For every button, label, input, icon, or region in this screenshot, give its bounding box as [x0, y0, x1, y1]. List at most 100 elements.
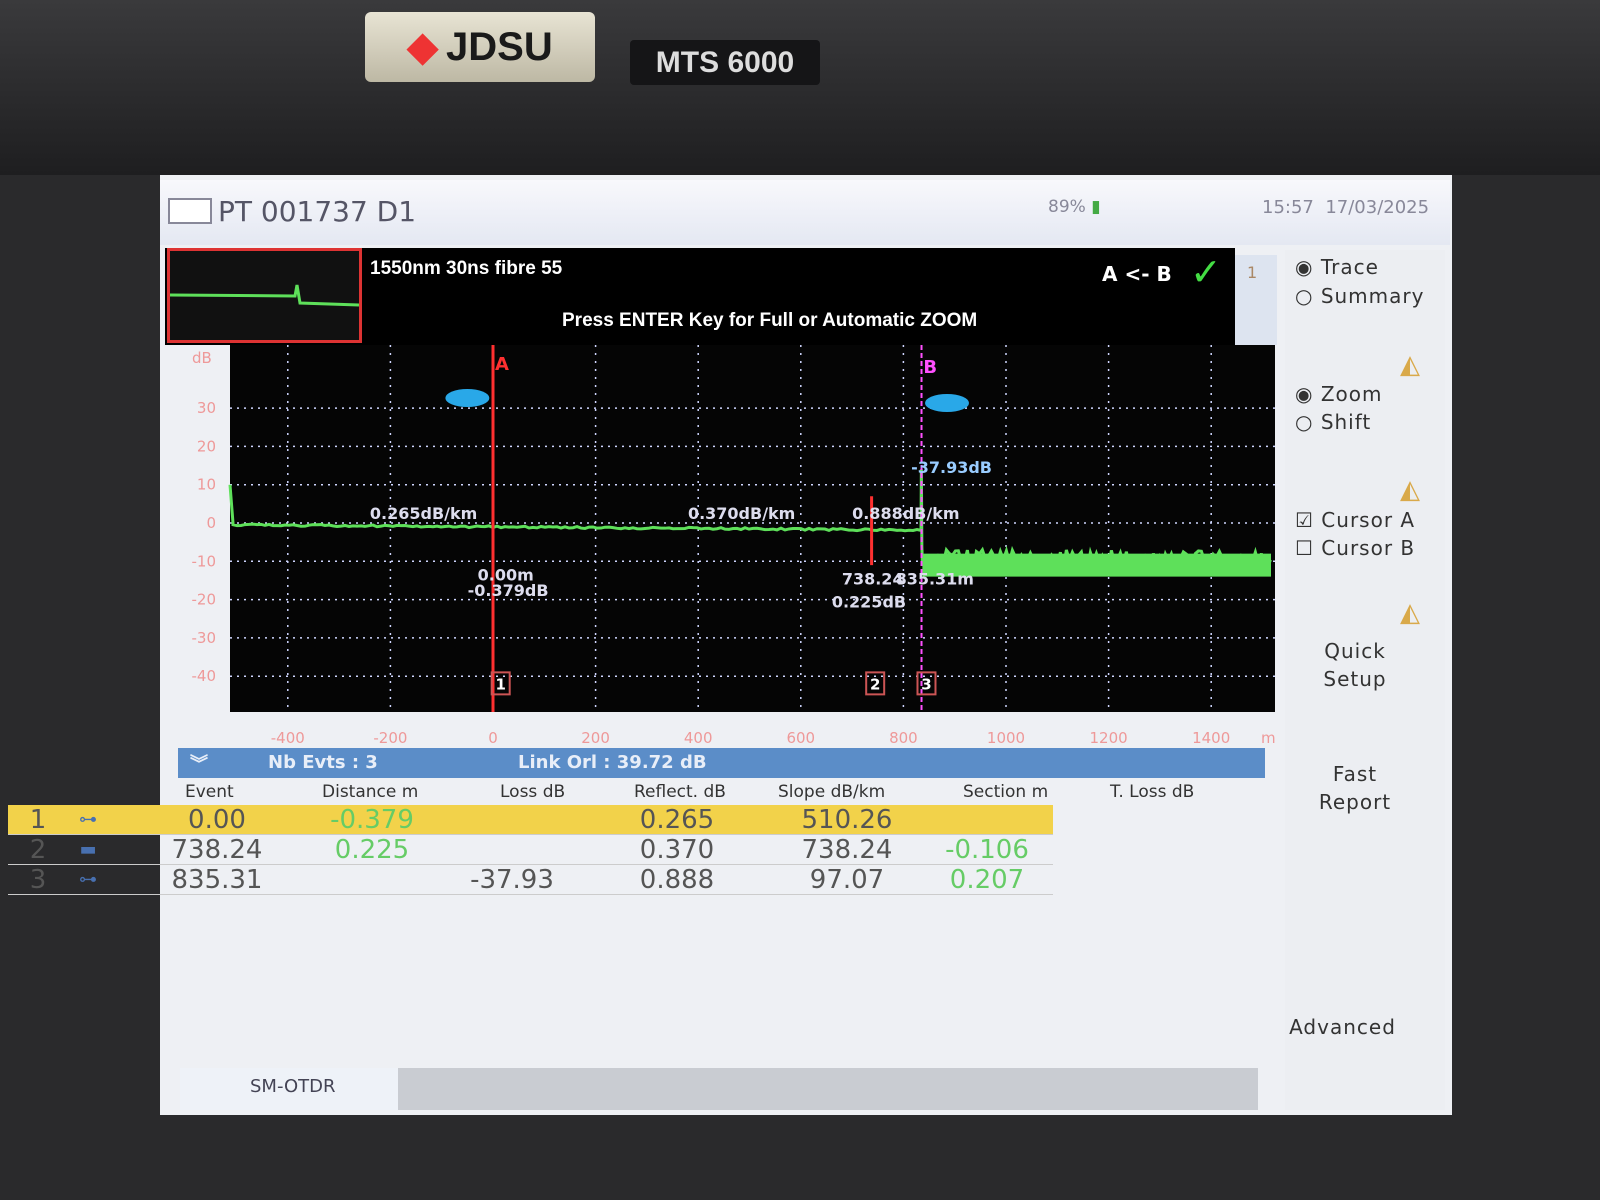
cell-distance: 835.31 — [132, 865, 302, 895]
slope-label: 0.265dB/km — [370, 504, 477, 523]
battery-status: 89% ▮ — [1048, 197, 1101, 217]
cell-section: 97.07 — [762, 865, 932, 895]
checkbox-cursor-a[interactable]: ☑ Cursor A — [1295, 508, 1415, 532]
brand-logo: ◆ JDSU — [365, 12, 595, 82]
model-label: MTS 6000 — [630, 40, 820, 85]
x-tick-label: 1000 — [987, 729, 1025, 745]
x-tick-label: 200 — [581, 729, 610, 745]
cell-reflect: -37.93 — [442, 865, 582, 895]
y-tick-label: -10 — [192, 552, 217, 570]
table-row[interactable]: 3 ⊶ 835.31 -37.93 0.888 97.07 0.207 — [8, 865, 1053, 895]
radio-summary[interactable]: ○ Summary — [1295, 284, 1424, 308]
battery-icon: ▮ — [1091, 197, 1100, 217]
tab-bar — [398, 1068, 1258, 1110]
event-value-label: -37.93dB — [911, 458, 992, 477]
fast-report-button[interactable]: Fast Report — [1290, 760, 1420, 816]
link-orl: Link Orl : 39.72 dB — [518, 752, 707, 773]
trace-page-indicator[interactable]: 1 — [1235, 255, 1277, 350]
collapse-icon[interactable]: ︾ — [190, 750, 208, 776]
quick-setup-label-1: Quick — [1290, 637, 1420, 665]
radio-trace-label: Trace — [1321, 255, 1379, 279]
navigation-pad-icon[interactable]: ◭ — [1400, 475, 1420, 505]
y-tick-label: -30 — [192, 629, 217, 647]
slope-label: 0.370dB/km — [688, 504, 795, 523]
event-marker-number: 1 — [495, 675, 505, 693]
fast-report-label-1: Fast — [1290, 760, 1420, 788]
navigation-pad-icon[interactable]: ◭ — [1400, 598, 1420, 628]
y-tick-label: -20 — [192, 591, 217, 609]
tab-label: SM-OTDR — [250, 1076, 335, 1097]
table-row[interactable]: 1 ⊶ 0.00 -0.379 0.265 510.26 — [8, 805, 1053, 835]
slope-label: 0.888dB/km — [852, 504, 959, 523]
event-number: 2 — [18, 835, 58, 865]
otdr-icon — [168, 198, 212, 224]
splice-icon: ▬ — [63, 839, 113, 860]
battery-percent: 89% — [1048, 197, 1086, 217]
x-tick-label: 0 — [488, 729, 498, 745]
quick-setup-button[interactable]: Quick Setup — [1290, 637, 1420, 693]
window-title: PT 001737 D1 — [218, 195, 416, 228]
cell-section: 510.26 — [762, 805, 932, 835]
y-tick-label: -40 — [192, 667, 217, 685]
device-bezel — [0, 0, 1600, 175]
navigation-pad-icon[interactable]: ◭ — [1400, 350, 1420, 380]
cell-tloss: 0.207 — [922, 865, 1052, 895]
check-icon: ✓ — [1190, 250, 1222, 294]
connector-icon — [445, 389, 489, 407]
connector-end-icon: ⊶ — [63, 869, 113, 890]
cursor-b-label: B — [923, 357, 937, 378]
brand-text: JDSU — [446, 25, 553, 70]
cursor-a-label: Cursor A — [1321, 508, 1415, 532]
column-header: Loss dB — [500, 782, 565, 802]
cursor-b-label: Cursor B — [1321, 536, 1415, 560]
radio-shift[interactable]: ○ Shift — [1295, 410, 1371, 434]
trace-svg[interactable]: -400 -200 0 200 400 600 800 1000 1200 1400 mdB3020… — [168, 345, 1278, 745]
y-tick-label: 10 — [197, 476, 216, 494]
event-distance-label: 738.24 — [842, 569, 904, 588]
events-summary-bar: ︾ Nb Evts : 3 Link Orl : 39.72 dB — [178, 748, 1265, 778]
tab-sm-otdr[interactable]: SM-OTDR — [180, 1068, 398, 1110]
cursor-a-label: A — [495, 354, 509, 375]
column-header: Distance m — [322, 782, 418, 802]
noise-floor — [922, 554, 1271, 577]
x-tick-label: 800 — [889, 729, 918, 745]
radio-shift-label: Shift — [1321, 410, 1371, 434]
cell-distance: 0.00 — [132, 805, 302, 835]
cell-tloss: -0.106 — [922, 835, 1052, 865]
connector-start-icon: ⊶ — [63, 809, 113, 830]
time: 15:57 — [1262, 197, 1314, 218]
x-tick-label: 1400 — [1192, 729, 1230, 745]
y-unit-label: dB — [192, 349, 212, 367]
cell-section: 738.24 — [762, 835, 932, 865]
direction-label: A <- B — [1102, 262, 1172, 286]
x-tick-label: -200 — [373, 729, 407, 745]
y-tick-label: 0 — [206, 514, 216, 532]
x-tick-label: 400 — [684, 729, 713, 745]
nb-events: Nb Evts : 3 — [268, 752, 378, 773]
column-header: Reflect. dB — [634, 782, 726, 802]
radio-trace[interactable]: ◉ Trace — [1295, 255, 1379, 279]
zoom-hint: Press ENTER Key for Full or Automatic ZO… — [562, 310, 977, 332]
cell-distance: 738.24 — [132, 835, 302, 865]
checkbox-cursor-b[interactable]: ☐ Cursor B — [1295, 536, 1415, 560]
connector-icon — [925, 394, 969, 412]
advanced-button[interactable]: Advanced — [1280, 1013, 1405, 1041]
trace-plot[interactable]: -400 -200 0 200 400 600 800 1000 1200 1400 m dB 30 20… — [168, 345, 1278, 745]
column-header: Section m — [963, 782, 1048, 802]
x-tick-label: 1200 — [1090, 729, 1128, 745]
cell-loss: 0.225 — [302, 835, 442, 865]
table-row[interactable]: 2 ▬ 738.24 0.225 0.370 738.24 -0.106 — [8, 835, 1053, 865]
acquisition-params: 1550nm 30ns fibre 55 — [370, 258, 562, 280]
radio-summary-label: Summary — [1321, 284, 1425, 308]
column-header: Event — [185, 782, 234, 802]
fast-report-label-2: Report — [1290, 788, 1420, 816]
event-value-label: 0.225dB — [832, 592, 906, 611]
x-tick-label: -400 — [271, 729, 305, 745]
cell-slope: 0.888 — [592, 865, 762, 895]
radio-zoom[interactable]: ◉ Zoom — [1295, 382, 1382, 406]
event-marker-number: 3 — [921, 675, 931, 693]
x-tick-label: 600 — [786, 729, 815, 745]
clock: 15:57 17/03/2025 — [1262, 197, 1429, 218]
column-header: T. Loss dB — [1110, 782, 1194, 802]
overview-thumbnail[interactable] — [167, 248, 362, 343]
